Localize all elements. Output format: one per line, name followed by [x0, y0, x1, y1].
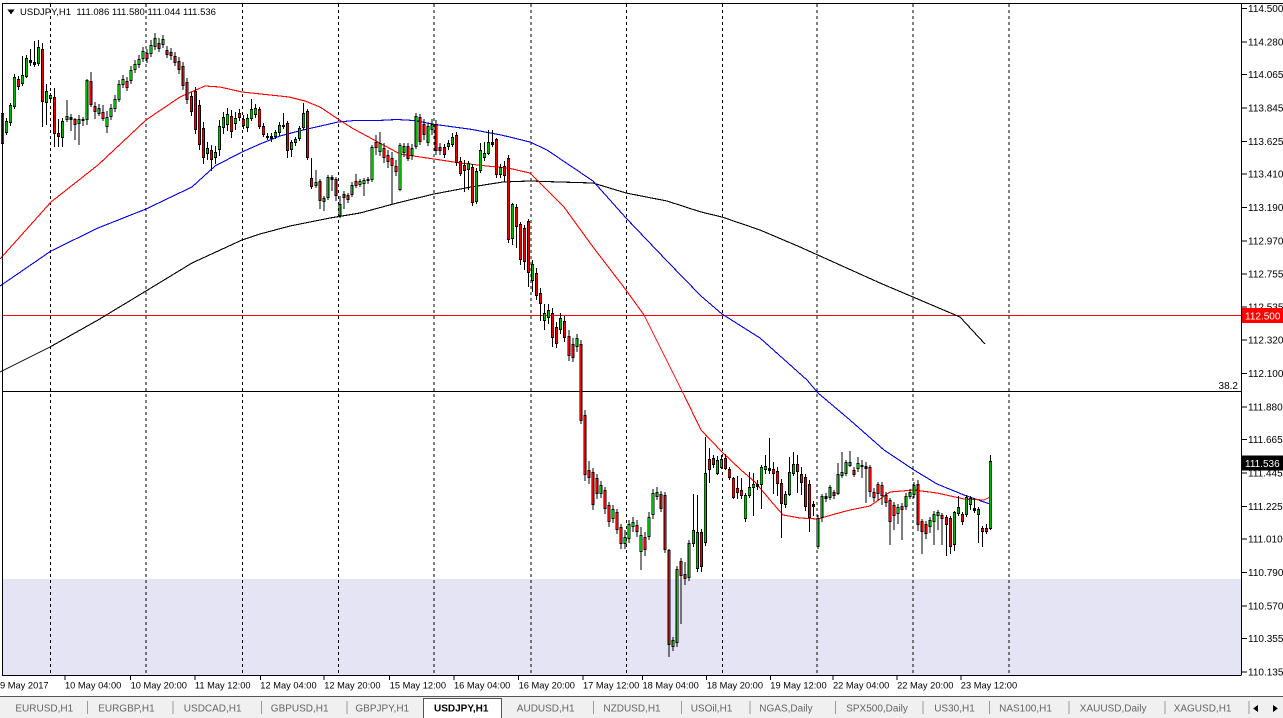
svg-text:EURGBP,H1: EURGBP,H1 [98, 704, 155, 715]
svg-text:111.536: 111.536 [1245, 459, 1280, 470]
svg-text:113.625: 113.625 [1248, 137, 1283, 148]
svg-text:17 May 12:00: 17 May 12:00 [583, 681, 639, 691]
svg-text:113.190: 113.190 [1248, 203, 1283, 214]
svg-text:110.355: 110.355 [1248, 634, 1283, 645]
svg-text:15 May 12:00: 15 May 12:00 [390, 681, 446, 691]
svg-text:19 May 12:00: 19 May 12:00 [770, 681, 826, 691]
svg-text:11 May 12:00: 11 May 12:00 [195, 681, 251, 691]
svg-text:XAUUSD,Daily: XAUUSD,Daily [1080, 704, 1147, 715]
svg-text:110.570: 110.570 [1248, 601, 1283, 612]
svg-text:18 May 20:00: 18 May 20:00 [707, 681, 763, 691]
svg-text:GBPUSD,H1: GBPUSD,H1 [271, 704, 329, 715]
svg-text:9 May 2017: 9 May 2017 [0, 681, 49, 691]
svg-text:NAS100,H1: NAS100,H1 [999, 704, 1052, 715]
svg-text:114.065: 114.065 [1248, 70, 1283, 81]
svg-text:12 May 04:00: 12 May 04:00 [260, 681, 316, 691]
svg-text:GBPJPY,H1: GBPJPY,H1 [355, 704, 409, 715]
svg-text:111.880: 111.880 [1248, 402, 1283, 413]
svg-text:NGAS,Daily: NGAS,Daily [759, 704, 812, 715]
svg-text:111.010: 111.010 [1248, 535, 1283, 546]
svg-text:112.100: 112.100 [1248, 369, 1283, 380]
svg-text:113.845: 113.845 [1248, 104, 1283, 115]
svg-text:110.790: 110.790 [1248, 568, 1283, 579]
svg-text:NZDUSD,H1: NZDUSD,H1 [603, 704, 661, 715]
svg-text:USDJPY,H1: USDJPY,H1 [434, 704, 489, 715]
svg-text:XAGUSD,H1: XAGUSD,H1 [1174, 704, 1232, 715]
svg-text:USDJPY,H1 111.086 111.580 111: USDJPY,H1 111.086 111.580 111.044 111.53… [20, 7, 216, 18]
svg-text:16 May 20:00: 16 May 20:00 [519, 681, 575, 691]
svg-text:112.500: 112.500 [1245, 312, 1281, 323]
svg-text:111.225: 111.225 [1248, 502, 1283, 513]
svg-text:AUDUSD,H1: AUDUSD,H1 [517, 704, 575, 715]
svg-text:10 May 04:00: 10 May 04:00 [65, 681, 121, 691]
svg-text:111.665: 111.665 [1248, 435, 1283, 446]
svg-text:USOil,H1: USOil,H1 [691, 704, 733, 715]
svg-text:22 May 20:00: 22 May 20:00 [897, 681, 953, 691]
svg-text:38.2: 38.2 [1219, 381, 1239, 392]
svg-text:114.280: 114.280 [1248, 38, 1283, 49]
svg-text:22 May 04:00: 22 May 04:00 [833, 681, 889, 691]
svg-text:USDCAD,H1: USDCAD,H1 [184, 704, 242, 715]
svg-text:16 May 04:00: 16 May 04:00 [454, 681, 510, 691]
svg-text:23 May 12:00: 23 May 12:00 [961, 681, 1017, 691]
svg-text:114.500: 114.500 [1248, 4, 1283, 15]
svg-text:112.755: 112.755 [1248, 269, 1283, 280]
svg-text:SPX500,Daily: SPX500,Daily [846, 704, 908, 715]
svg-text:113.410: 113.410 [1248, 170, 1283, 181]
svg-text:US30,H1: US30,H1 [934, 704, 975, 715]
svg-text:10 May 20:00: 10 May 20:00 [131, 681, 187, 691]
svg-text:EURUSD,H1: EURUSD,H1 [15, 704, 73, 715]
svg-text:112.970: 112.970 [1248, 237, 1283, 248]
svg-text:112.320: 112.320 [1248, 335, 1283, 346]
svg-text:18 May 04:00: 18 May 04:00 [643, 681, 699, 691]
svg-text:12 May 20:00: 12 May 20:00 [324, 681, 380, 691]
svg-text:110.135: 110.135 [1248, 668, 1283, 679]
svg-text:111.445: 111.445 [1248, 468, 1283, 479]
